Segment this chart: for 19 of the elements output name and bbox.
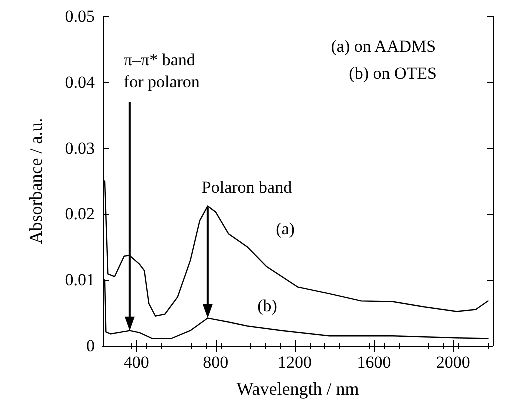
series-label: (a) [276,220,295,239]
annotation: (a) on AADMS [331,37,436,56]
x-tick-label: 1600 [357,353,392,372]
y-tick-label: 0.05 [65,7,95,26]
y-tick-label: 0.03 [65,138,95,158]
x-axis-title: Wavelength / nm [236,379,360,399]
y-tick-label: 0 [86,336,95,356]
x-tick-label: 400 [124,353,150,372]
x-tick-label: 2000 [436,353,470,372]
annotation: π–π* band for polaron [124,50,200,92]
annotation: Polaron band [202,178,293,198]
x-tick-label: 1200 [278,353,312,372]
annotation: (b) on OTES [349,64,438,83]
y-tick-label: 0.02 [65,204,95,224]
x-tick-label: 800 [203,353,229,372]
y-tick-label: 0.01 [65,270,95,290]
y-axis-title: Absorbance / a.u. [26,118,46,244]
series-label: (b) [258,296,278,316]
y-tick-label: 0.04 [65,72,96,92]
